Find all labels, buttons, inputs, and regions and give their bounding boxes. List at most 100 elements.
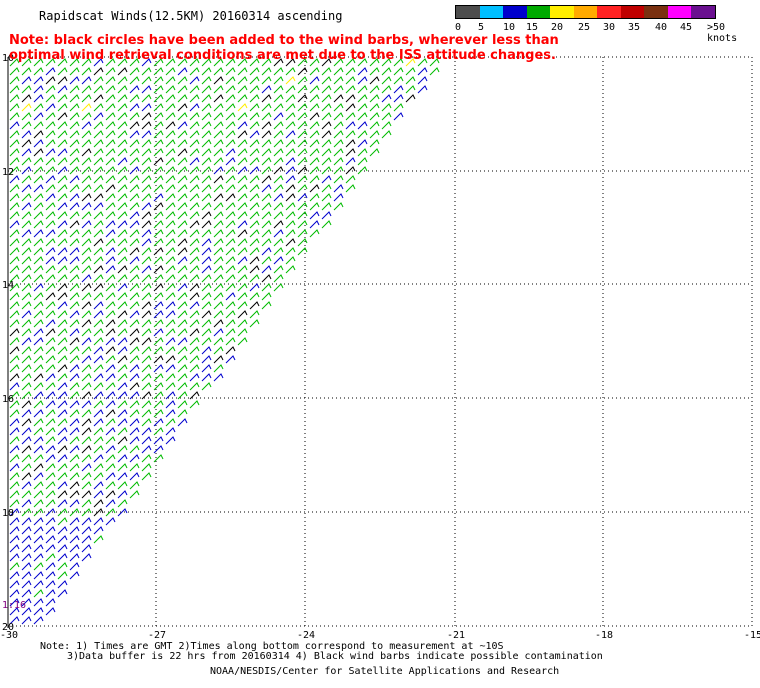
wind-barb — [81, 481, 92, 490]
wind-barb — [189, 121, 200, 130]
wind-barb — [57, 166, 68, 175]
wind-barb — [225, 58, 236, 67]
wind-barb — [273, 193, 284, 202]
wind-barb — [21, 139, 32, 148]
wind-barb — [21, 103, 32, 112]
wind-barb — [45, 283, 56, 292]
wind-barb — [9, 382, 20, 391]
wind-barb — [213, 247, 224, 256]
wind-barb — [69, 265, 80, 274]
wind-barb — [165, 175, 176, 184]
wind-barb — [33, 121, 44, 130]
wind-barb — [93, 355, 104, 364]
wind-barb — [129, 472, 140, 481]
wind-barb — [21, 67, 32, 76]
wind-barb — [69, 247, 80, 256]
wind-barb — [117, 472, 128, 481]
wind-barb — [381, 130, 392, 139]
wind-barb — [93, 499, 104, 508]
wind-barb — [357, 139, 368, 148]
wind-barb — [165, 139, 176, 148]
wind-barb — [165, 193, 176, 202]
wind-barb — [81, 76, 92, 85]
footer-note-2: 3)Data buffer is 22 hrs from 20160314 4)… — [67, 651, 603, 662]
wind-barb — [285, 202, 296, 211]
wind-barb — [321, 211, 332, 220]
colorbar-swatch — [573, 6, 598, 18]
wind-barb — [117, 103, 128, 112]
wind-barb — [57, 157, 68, 166]
wind-barb — [273, 211, 284, 220]
wind-barb — [33, 427, 44, 436]
wind-barb — [141, 265, 152, 274]
wind-barb — [105, 130, 116, 139]
wind-barb — [117, 508, 128, 517]
wind-barb — [33, 148, 44, 157]
wind-barb — [393, 94, 404, 103]
wind-barb — [261, 166, 272, 175]
wind-barb — [237, 148, 248, 157]
wind-barb — [57, 265, 68, 274]
wind-barb — [225, 130, 236, 139]
wind-barb — [201, 148, 212, 157]
wind-barb — [225, 76, 236, 85]
wind-barb — [165, 220, 176, 229]
wind-barb — [285, 175, 296, 184]
wind-barb — [45, 202, 56, 211]
wind-barb — [129, 445, 140, 454]
wind-barb — [21, 508, 32, 517]
wind-barb — [33, 184, 44, 193]
wind-barb — [129, 274, 140, 283]
wind-barb — [153, 238, 164, 247]
wind-barb — [189, 391, 200, 400]
wind-barb — [213, 166, 224, 175]
wind-barb — [141, 400, 152, 409]
wind-barb — [33, 562, 44, 571]
wind-barb — [45, 103, 56, 112]
wind-barb — [153, 454, 164, 463]
wind-barb — [165, 76, 176, 85]
wind-barb — [105, 274, 116, 283]
wind-barb — [45, 589, 56, 598]
wind-barb — [81, 535, 92, 544]
wind-barb — [309, 76, 320, 85]
colorbar-swatch — [479, 6, 504, 18]
wind-barb — [165, 427, 176, 436]
wind-barb — [93, 67, 104, 76]
wind-barb — [81, 166, 92, 175]
wind-barb — [141, 463, 152, 472]
wind-barb — [129, 337, 140, 346]
wind-barb — [165, 121, 176, 130]
wind-barb — [33, 238, 44, 247]
wind-barb — [9, 85, 20, 94]
wind-barb — [153, 256, 164, 265]
wind-barb — [261, 130, 272, 139]
wind-barb — [153, 373, 164, 382]
wind-barb — [141, 157, 152, 166]
wind-barb — [45, 454, 56, 463]
wind-barb — [153, 58, 164, 67]
wind-barb — [129, 58, 140, 67]
wind-barb — [33, 211, 44, 220]
wind-barb — [33, 526, 44, 535]
wind-barb — [129, 67, 140, 76]
wind-barb — [153, 400, 164, 409]
wind-barb — [9, 67, 20, 76]
wind-barb — [33, 481, 44, 490]
wind-barb — [369, 76, 380, 85]
wind-barb — [105, 202, 116, 211]
wind-barb — [93, 148, 104, 157]
wind-barb — [105, 112, 116, 121]
wind-barb — [225, 202, 236, 211]
wind-barb — [129, 211, 140, 220]
wind-barb — [213, 76, 224, 85]
wind-barb — [21, 490, 32, 499]
wind-barb — [81, 445, 92, 454]
wind-barb — [21, 211, 32, 220]
wind-barb — [381, 85, 392, 94]
wind-barb — [177, 355, 188, 364]
wind-barb — [9, 454, 20, 463]
wind-barb — [177, 202, 188, 211]
wind-barb — [369, 103, 380, 112]
wind-barb — [9, 409, 20, 418]
